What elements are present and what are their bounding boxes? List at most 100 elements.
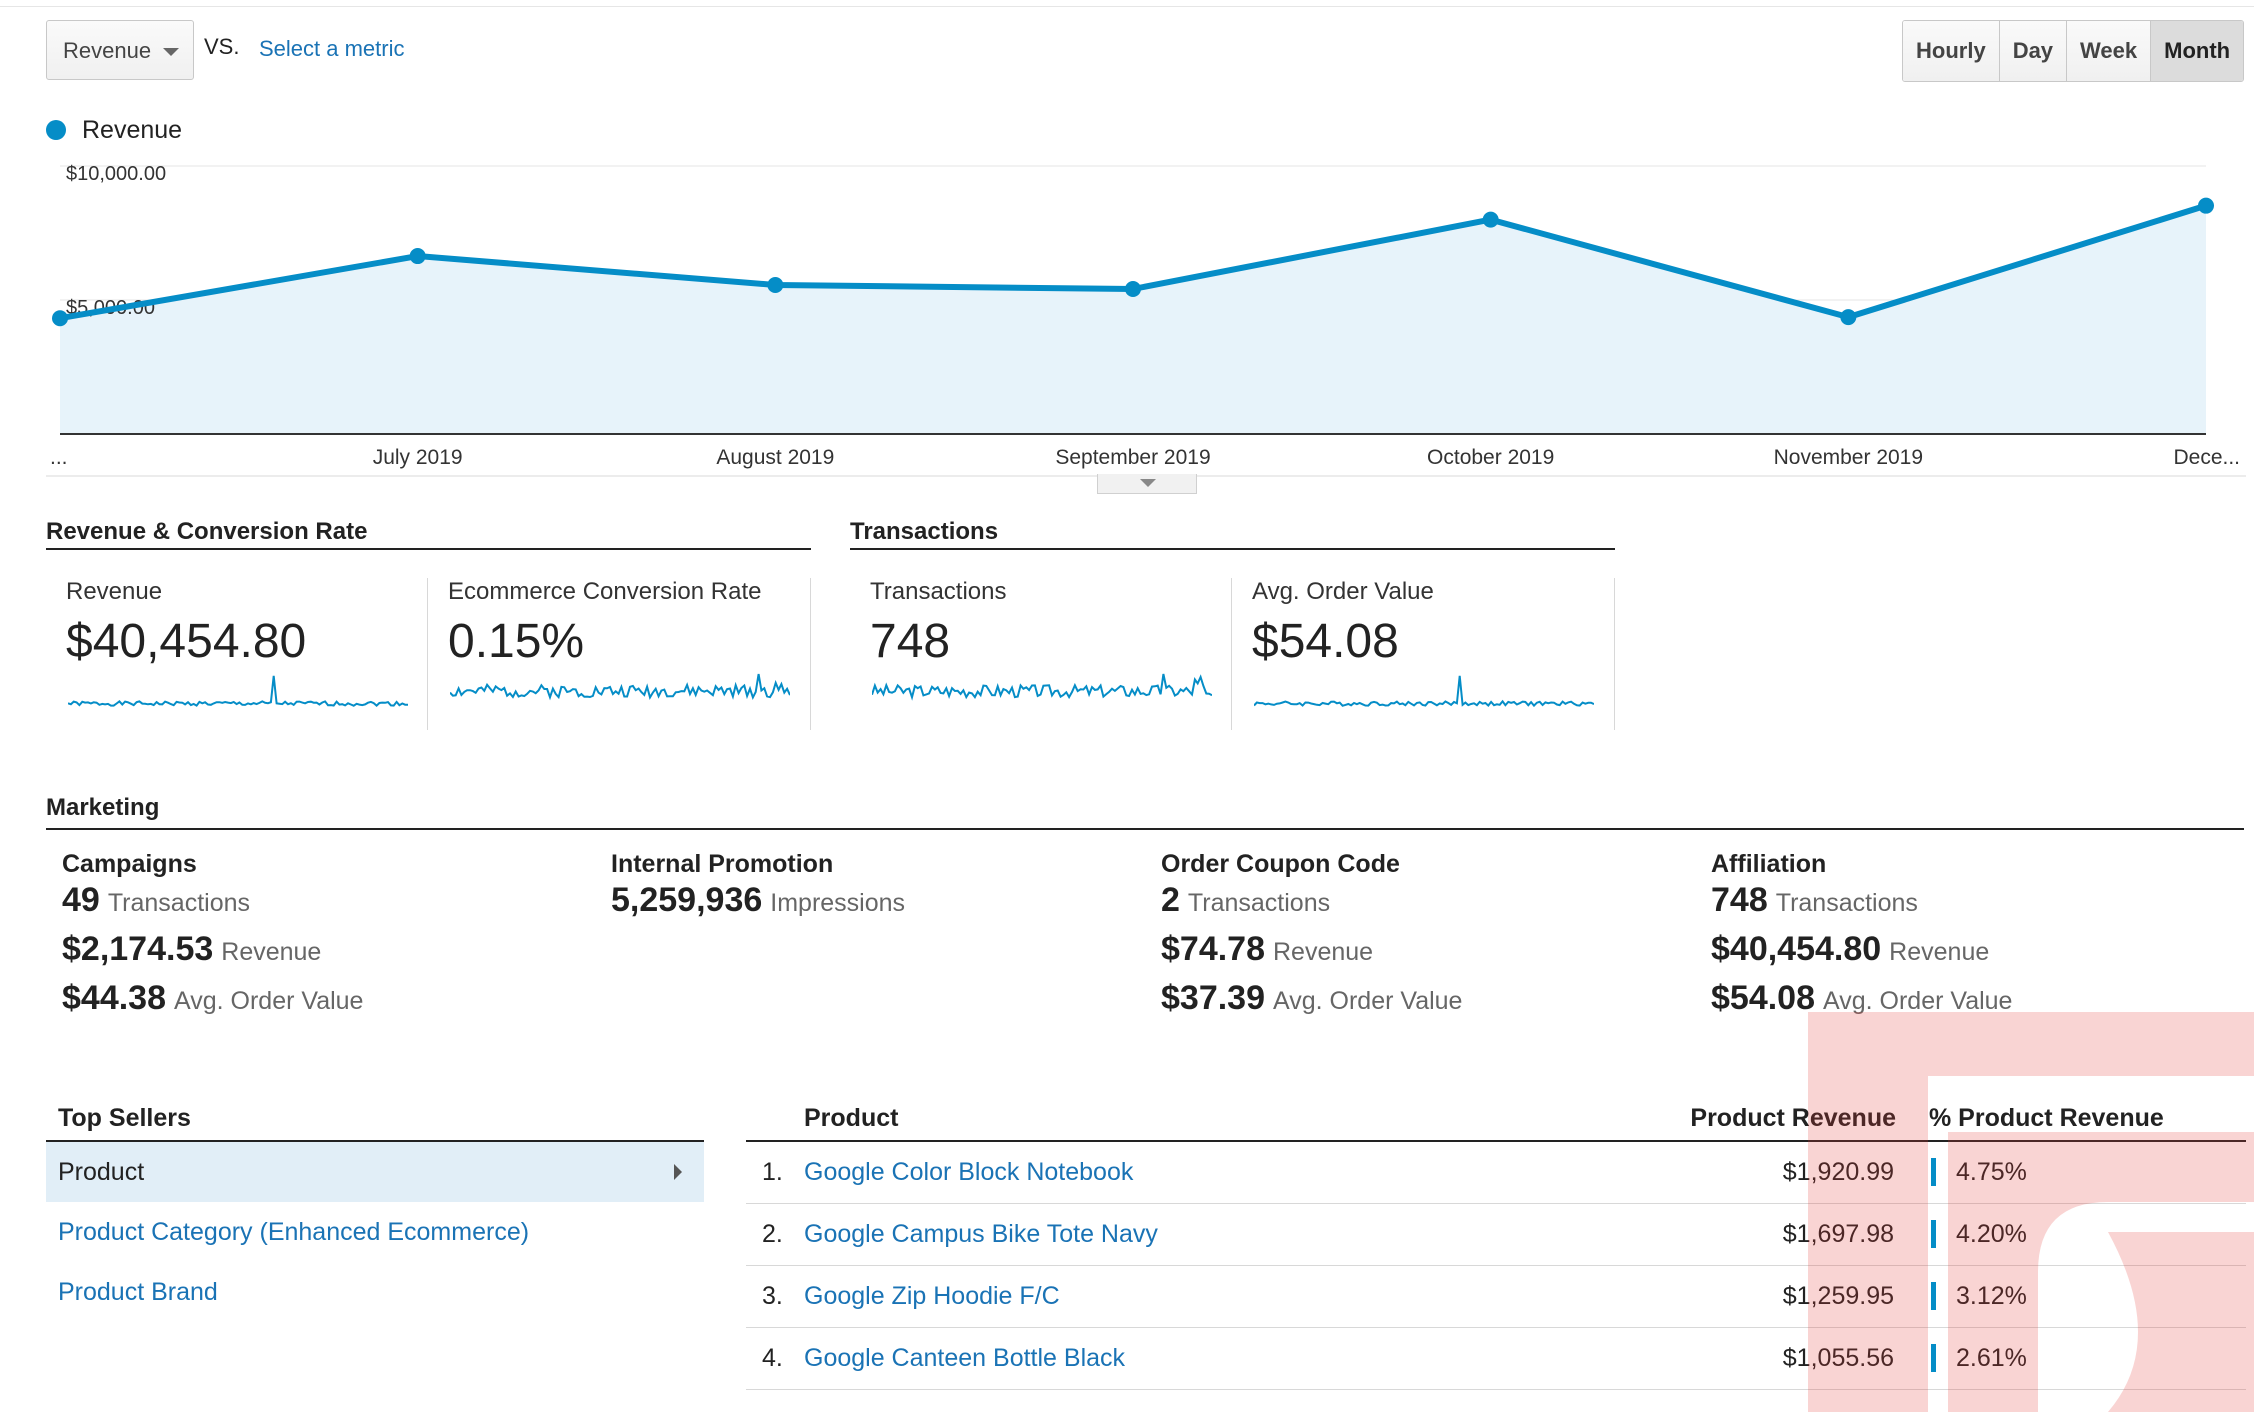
hourly-button[interactable]: Hourly: [1903, 21, 2000, 81]
column-header-pct-product-revenue[interactable]: % Product Revenue: [1929, 1104, 2164, 1132]
marketing-campaigns[interactable]: Campaigns 49 Transactions $2,174.53 Revenu…: [62, 850, 363, 1018]
marketing-label: Avg. Order Value: [1273, 987, 1463, 1015]
scorecard-value: $40,454.80: [66, 615, 307, 668]
column-header-product[interactable]: Product: [804, 1104, 899, 1132]
marketing-value: $2,174.53: [62, 930, 214, 968]
table-row: 1. Google Color Block Notebook $1,920.99…: [746, 1142, 2246, 1204]
marketing-title: Affiliation: [1711, 850, 1827, 878]
chevron-down-icon: [1140, 479, 1156, 487]
marketing-value: 748: [1711, 881, 1768, 919]
top-sellers-item-product-brand[interactable]: Product Brand: [58, 1278, 218, 1306]
table-row: 2. Google Campus Bike Tote Navy $1,697.9…: [746, 1204, 2246, 1266]
chevron-down-icon: [163, 48, 179, 56]
month-button[interactable]: Month: [2151, 21, 2244, 81]
data-point: [767, 276, 784, 293]
marketing-internal-promotion[interactable]: Internal Promotion 5,259,936 Impressions: [611, 850, 905, 920]
scorecard-label: Revenue: [66, 578, 163, 605]
pct-bar: [1931, 1344, 1936, 1372]
sparkline-path: [450, 673, 790, 701]
table-row: 3. Google Zip Hoodie F/C $1,259.95 3.12%: [746, 1266, 2246, 1328]
legend-dot-icon: [46, 120, 66, 140]
product-link[interactable]: Google Canteen Bottle Black: [804, 1344, 1126, 1372]
marketing-label: Transactions: [1775, 889, 1918, 917]
product-revenue-pct: 4.75%: [1956, 1158, 2027, 1186]
table-row-partial: [746, 1390, 2246, 1412]
marketing-label: Impressions: [770, 889, 906, 917]
revenue-chart: $10,000.00$5,000.00... July 2019 August 20…: [46, 163, 2246, 477]
marketing-value: 49: [62, 881, 100, 919]
week-button[interactable]: Week: [2067, 21, 2152, 81]
pct-bar: [1931, 1220, 1936, 1248]
data-point: [1482, 211, 1499, 228]
section-rule: [850, 548, 1615, 550]
table-rule: [746, 1140, 2246, 1142]
marketing-value: 2: [1161, 881, 1180, 919]
scorecard-transactions[interactable]: Transactions 748: [850, 578, 1232, 730]
marketing-title: Internal Promotion: [611, 850, 834, 878]
x-tick-label: July 2019: [373, 446, 463, 469]
marketing-value: $74.78: [1161, 930, 1265, 968]
marketing-order-coupon-code[interactable]: Order Coupon Code 2 Transactions $74.78 Re…: [1161, 850, 1462, 1018]
section-rule: [46, 1140, 704, 1142]
section-title-transactions: Transactions: [850, 518, 999, 545]
top-sellers-item-product-category[interactable]: Product Category (Enhanced Ecommerce): [58, 1218, 530, 1246]
data-point: [52, 310, 68, 327]
product-revenue-pct: 4.20%: [1956, 1220, 2027, 1248]
marketing-value: $44.38: [62, 979, 166, 1017]
marketing-value: 5,259,936: [611, 881, 763, 919]
top-sellers-item-product[interactable]: Product: [46, 1142, 704, 1202]
scorecard-revenue[interactable]: Revenue $40,454.80: [46, 578, 428, 730]
marketing-value: $40,454.80: [1711, 930, 1882, 968]
day-button[interactable]: Day: [1999, 21, 2068, 81]
section-title-revenue-conversion: Revenue & Conversion Rate: [46, 518, 368, 545]
scorecard-value: $54.08: [1252, 615, 1399, 668]
product-revenue: $1,697.98: [1782, 1220, 1894, 1248]
select-metric-link[interactable]: Select a metric: [259, 36, 405, 61]
watermark-logo-icon: [1808, 1012, 2254, 1412]
product-revenue-pct: 2.61%: [1956, 1344, 2027, 1372]
top-sellers-title: Top Sellers: [58, 1104, 191, 1132]
marketing-label: Avg. Order Value: [174, 987, 364, 1015]
product-revenue: $1,920.99: [1782, 1158, 1894, 1186]
top-sellers-item-label: Product: [58, 1158, 145, 1186]
vs-label: VS.: [204, 34, 240, 59]
sparkline: [1254, 675, 1594, 708]
row-number: 4.: [762, 1344, 783, 1372]
section-title-marketing: Marketing: [46, 794, 160, 821]
product-revenue: $1,055.56: [1782, 1344, 1894, 1372]
granularity-toggle: Hourly Day Week Month: [1902, 20, 2245, 82]
data-point: [1840, 309, 1857, 326]
x-tick-label: Dece...: [2173, 446, 2240, 469]
scorecard-avg-order-value[interactable]: Avg. Order Value $54.08: [1232, 578, 1615, 730]
product-link[interactable]: Google Color Block Notebook: [804, 1158, 1134, 1186]
marketing-value: $37.39: [1161, 979, 1265, 1017]
marketing-title: Campaigns: [62, 850, 197, 878]
sparkline-path: [1254, 675, 1594, 708]
product-link[interactable]: Google Campus Bike Tote Navy: [804, 1220, 1158, 1248]
column-header-product-revenue[interactable]: Product Revenue: [1690, 1104, 1896, 1132]
x-tick-label: August 2019: [716, 446, 834, 469]
scorecard-label: Avg. Order Value: [1252, 578, 1434, 605]
sparkline-path: [68, 675, 408, 707]
product-link[interactable]: Google Zip Hoodie F/C: [804, 1282, 1060, 1310]
scorecard-label: Ecommerce Conversion Rate: [448, 578, 762, 605]
x-tick-label: November 2019: [1774, 446, 1923, 469]
metric-dropdown[interactable]: Revenue: [46, 20, 194, 80]
metric-dropdown-label: Revenue: [63, 38, 152, 63]
sparkline: [872, 673, 1212, 701]
marketing-label: Avg. Order Value: [1823, 987, 2013, 1015]
x-tick-label: September 2019: [1055, 446, 1210, 469]
marketing-label: Transactions: [107, 889, 251, 917]
y-tick-label: $10,000.00: [66, 163, 166, 185]
row-number: 3.: [762, 1282, 783, 1310]
data-point: [2198, 197, 2214, 214]
series-area: [60, 205, 2206, 434]
row-number: 2.: [762, 1220, 783, 1248]
table-row: 4. Google Canteen Bottle Black $1,055.56…: [746, 1328, 2246, 1390]
marketing-value: $54.08: [1711, 979, 1815, 1017]
marketing-affiliation[interactable]: Affiliation 748 Transactions $40,454.80 Re…: [1711, 850, 2012, 1018]
marketing-label: Revenue: [221, 938, 322, 966]
chart-expander[interactable]: [1097, 474, 1197, 494]
scorecard-label: Transactions: [870, 578, 1007, 605]
scorecard-conversion-rate[interactable]: Ecommerce Conversion Rate 0.15%: [428, 578, 811, 730]
